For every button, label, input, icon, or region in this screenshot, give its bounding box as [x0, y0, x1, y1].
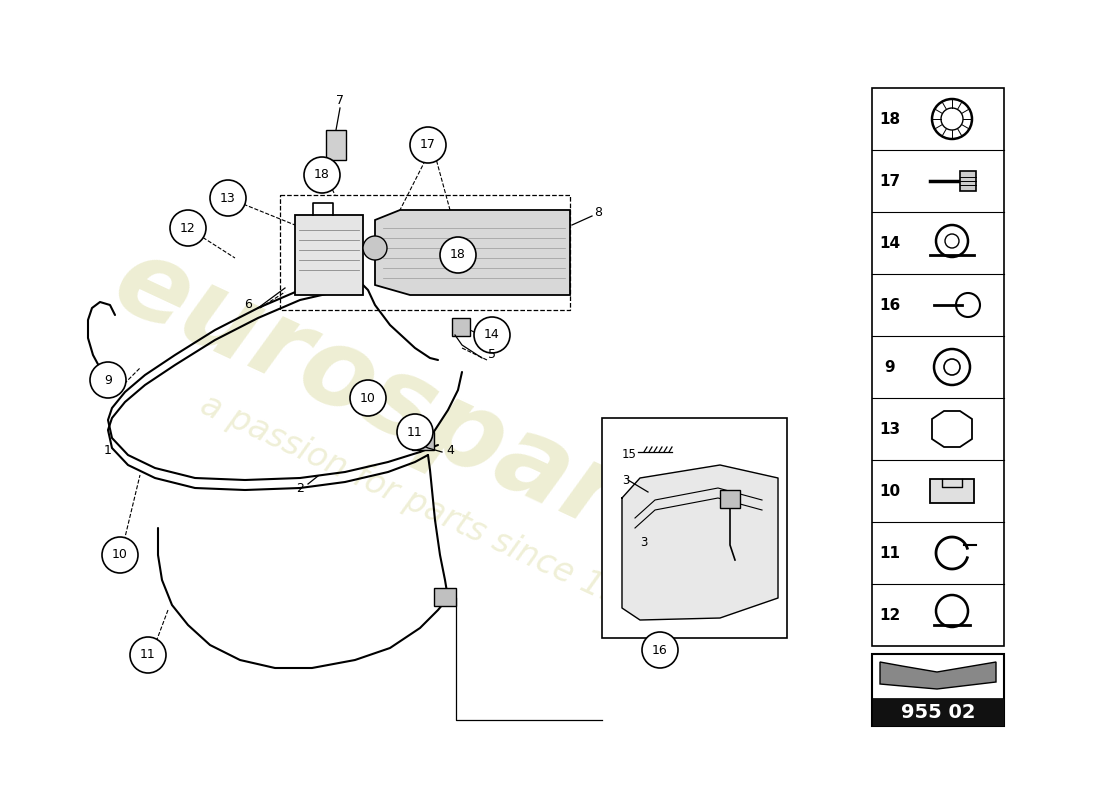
- Bar: [720, 490, 740, 508]
- Text: 11: 11: [140, 649, 156, 662]
- Text: 7: 7: [336, 94, 344, 106]
- Text: 18: 18: [450, 249, 466, 262]
- Text: 14: 14: [484, 329, 499, 342]
- Circle shape: [350, 380, 386, 416]
- Bar: [930, 479, 974, 503]
- Bar: [280, 195, 570, 310]
- Circle shape: [397, 414, 433, 450]
- Polygon shape: [621, 465, 778, 620]
- Text: 16: 16: [879, 298, 901, 313]
- Text: eurospares: eurospares: [97, 227, 763, 613]
- Bar: [434, 588, 456, 606]
- Bar: [872, 698, 1004, 726]
- Text: 15: 15: [621, 447, 637, 461]
- Circle shape: [90, 362, 126, 398]
- Circle shape: [304, 157, 340, 193]
- Text: 17: 17: [420, 138, 436, 151]
- Bar: [452, 318, 470, 336]
- Text: 17: 17: [879, 174, 901, 189]
- Text: 11: 11: [407, 426, 422, 438]
- Text: 13: 13: [220, 191, 235, 205]
- Text: 10: 10: [879, 483, 901, 498]
- Text: 3: 3: [640, 535, 648, 549]
- Text: 3: 3: [621, 474, 629, 486]
- Circle shape: [474, 317, 510, 353]
- Bar: [412, 432, 434, 450]
- Text: 9: 9: [884, 359, 895, 374]
- Polygon shape: [880, 662, 996, 689]
- Text: 11: 11: [880, 546, 901, 561]
- Text: a passion for parts since 1985: a passion for parts since 1985: [195, 389, 666, 631]
- Text: 16: 16: [652, 643, 668, 657]
- Text: 18: 18: [879, 111, 901, 126]
- Circle shape: [210, 180, 246, 216]
- Text: 14: 14: [879, 235, 901, 250]
- Text: 1: 1: [104, 443, 112, 457]
- Text: 12: 12: [180, 222, 196, 234]
- Text: 12: 12: [879, 607, 901, 622]
- Bar: [872, 654, 1004, 726]
- Circle shape: [363, 236, 387, 260]
- Text: 9: 9: [104, 374, 112, 386]
- Text: 8: 8: [594, 206, 602, 218]
- Bar: [960, 171, 976, 191]
- Circle shape: [440, 237, 476, 273]
- Circle shape: [410, 127, 446, 163]
- Circle shape: [102, 537, 138, 573]
- Text: 4: 4: [447, 443, 454, 457]
- Text: 10: 10: [360, 391, 376, 405]
- Bar: [872, 88, 1004, 646]
- Text: 5: 5: [488, 349, 496, 362]
- Polygon shape: [375, 210, 570, 295]
- Text: 6: 6: [244, 298, 252, 311]
- Bar: [602, 418, 786, 638]
- Text: 2: 2: [296, 482, 304, 494]
- Polygon shape: [295, 215, 363, 295]
- Text: 18: 18: [315, 169, 330, 182]
- Bar: [326, 130, 346, 160]
- Circle shape: [130, 637, 166, 673]
- Text: 13: 13: [879, 422, 901, 437]
- Text: 955 02: 955 02: [901, 702, 976, 722]
- Circle shape: [170, 210, 206, 246]
- Text: 10: 10: [112, 549, 128, 562]
- Circle shape: [642, 632, 678, 668]
